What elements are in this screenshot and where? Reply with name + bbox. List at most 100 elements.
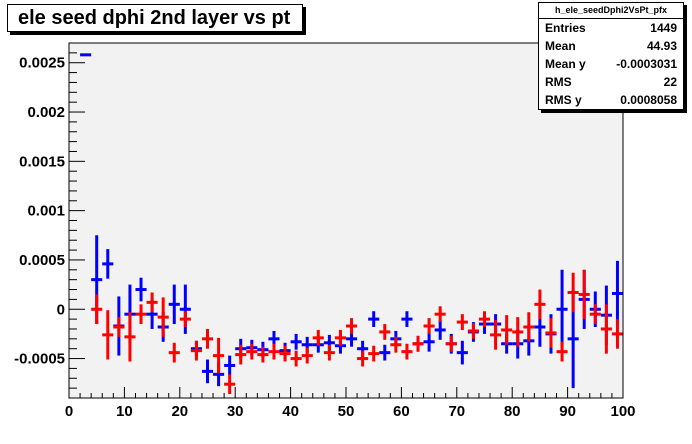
data-point xyxy=(135,277,147,302)
data-point xyxy=(102,310,114,360)
data-point xyxy=(478,311,491,327)
data-point xyxy=(501,315,513,345)
data-point xyxy=(201,359,214,384)
data-point xyxy=(512,317,524,347)
stats-box: h_ele_seedDphi2VsPt_pfx Entries 1449 Mea… xyxy=(538,2,684,110)
data-point xyxy=(445,335,457,352)
data-point xyxy=(235,344,247,365)
data-point xyxy=(368,311,380,327)
data-point xyxy=(168,284,180,325)
stats-value: -0.0003031 xyxy=(616,57,677,71)
stats-value: 44.93 xyxy=(646,39,677,53)
data-point xyxy=(456,314,468,330)
stats-label: RMS y xyxy=(545,93,582,107)
data-point xyxy=(467,323,479,339)
data-point xyxy=(201,328,214,349)
data-point xyxy=(157,297,169,337)
y-tick-label: 0.002 xyxy=(27,104,65,121)
stats-row-entries: Entries 1449 xyxy=(539,19,683,37)
data-point xyxy=(334,329,346,346)
data-point xyxy=(545,318,557,348)
data-point xyxy=(346,318,358,334)
data-point xyxy=(368,345,380,362)
y-tick-label: 0.0025 xyxy=(19,55,65,72)
data-point xyxy=(91,294,103,325)
stats-label: Mean y xyxy=(545,57,586,71)
data-point xyxy=(257,346,269,363)
x-tick-label: 70 xyxy=(448,403,465,420)
stats-label: RMS xyxy=(545,75,572,89)
x-tick-label: 80 xyxy=(504,403,521,420)
data-point xyxy=(268,343,280,360)
chart-title: ele seed dphi 2nd layer vs pt xyxy=(7,4,303,32)
data-point xyxy=(146,292,158,313)
data-point xyxy=(213,337,225,374)
data-point xyxy=(113,317,125,337)
series-1 xyxy=(91,269,623,395)
data-point xyxy=(401,311,413,327)
stats-row-rms-y: RMS y 0.0008058 xyxy=(539,91,683,109)
data-point xyxy=(412,335,424,352)
x-tick-label: 30 xyxy=(227,403,244,420)
data-point xyxy=(379,344,391,361)
x-tick-label: 50 xyxy=(338,403,355,420)
x-tick-label: 0 xyxy=(65,403,73,420)
data-point xyxy=(290,350,302,367)
stats-row-mean-y: Mean y -0.0003031 xyxy=(539,55,683,73)
stats-label: Mean xyxy=(545,39,576,53)
x-tick-label: 10 xyxy=(116,403,133,420)
data-point xyxy=(290,333,302,350)
data-point xyxy=(523,312,535,342)
data-point xyxy=(179,311,191,327)
data-point xyxy=(423,331,435,352)
data-point xyxy=(567,272,579,313)
data-point xyxy=(611,319,623,349)
x-tick-label: 100 xyxy=(610,403,635,420)
stats-label: Entries xyxy=(545,21,586,35)
stats-histogram-name: h_ele_seedDphi2VsPt_pfx xyxy=(539,3,683,19)
data-point xyxy=(379,324,391,340)
data-point xyxy=(589,304,601,325)
data-point xyxy=(578,269,590,320)
axes: 0 10 20 30 40 50 60 70 80 90 100 -0.0005 0 0.0005 0.00… xyxy=(14,42,636,420)
data-point xyxy=(401,343,413,360)
x-tick-label: 20 xyxy=(171,403,188,420)
data-point xyxy=(279,345,291,362)
data-point xyxy=(124,312,136,362)
data-point xyxy=(312,329,324,346)
data-point xyxy=(102,249,114,279)
y-tick-label: 0.0005 xyxy=(19,252,65,269)
data-point xyxy=(556,341,568,362)
data-point xyxy=(301,347,313,364)
stats-value: 22 xyxy=(663,75,677,89)
data-point xyxy=(357,350,369,367)
x-tick-label: 60 xyxy=(393,403,410,420)
stats-value: 0.0008058 xyxy=(620,93,677,107)
data-point xyxy=(135,304,147,325)
stats-value: 1449 xyxy=(650,21,677,35)
data-point xyxy=(434,320,446,340)
data-point xyxy=(534,289,546,320)
y-tick-label: 0.001 xyxy=(27,203,65,220)
data-point xyxy=(423,318,435,334)
y-tick-label: -0.0005 xyxy=(14,351,65,368)
x-tick-label: 40 xyxy=(282,403,299,420)
stats-row-mean: Mean 44.93 xyxy=(539,37,683,55)
data-point xyxy=(246,343,258,360)
y-tick-label: 0.0015 xyxy=(19,153,65,170)
data-point xyxy=(190,340,202,361)
data-point xyxy=(556,269,568,349)
data-point xyxy=(456,340,468,365)
data-point xyxy=(434,306,446,323)
x-tick-label: 90 xyxy=(559,403,576,420)
data-point xyxy=(168,342,180,363)
data-point xyxy=(611,260,623,327)
data-point xyxy=(224,355,236,376)
stats-row-rms: RMS 22 xyxy=(539,73,683,91)
data-point xyxy=(600,304,612,354)
data-point xyxy=(224,374,236,395)
data-marks xyxy=(80,53,623,395)
data-point xyxy=(323,344,335,361)
